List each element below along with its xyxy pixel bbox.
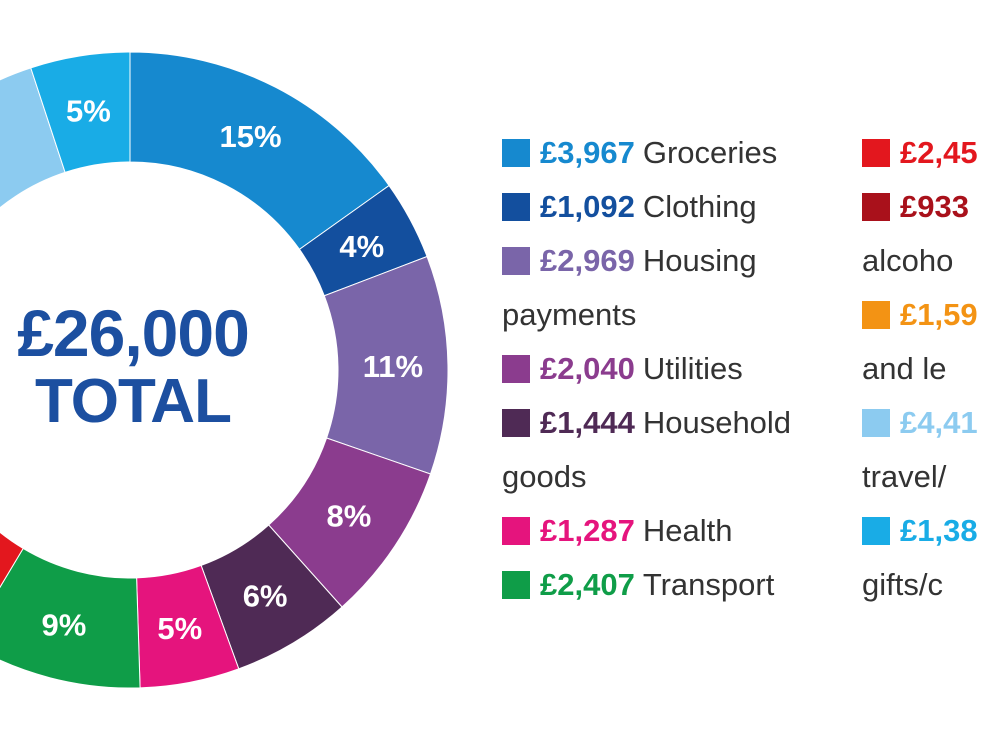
legend-amount: £2,969 [540,243,635,278]
legend-label: Health [642,513,733,548]
legend-swatch [502,193,530,221]
legend-swatch [862,193,890,221]
legend-label: Groceries [642,135,778,170]
legend-label: Clothing [642,189,757,224]
legend-amount: £3,967 [540,135,635,170]
chart-center-total: £26,000 TOTAL [0,300,278,438]
legend-label-continued: payments [502,297,637,332]
legend-label: Housing [642,243,757,278]
legend-swatch [502,247,530,275]
donut-slice-6 [0,547,141,689]
legend-amount: £933 [900,189,969,224]
donut-slice-label-4: 6% [243,579,288,614]
donut-slice-11 [30,51,131,174]
legend-column-2: £2,45 £933 alcoho £1,59 and le £4,41 travel/ £1… [862,126,986,612]
legend-amount: £2,407 [540,567,635,602]
legend-label-continued: gifts/c [862,567,943,602]
donut-slice-label-3: 8% [327,499,372,534]
legend-amount: £4,41 [900,405,978,440]
legend-amount: £1,092 [540,189,635,224]
chart-total-label: TOTAL [35,367,232,436]
legend-amount: £1,38 [900,513,978,548]
legend-item: £933 alcoho [862,180,986,288]
legend-item: £2,040 Utilities [502,342,791,396]
legend-column-1: £3,967 Groceries £1,092 Clothing £2,969 Housi… [502,126,791,612]
legend-label-continued: alcoho [862,243,954,278]
chart-total-amount: £26,000 [17,296,250,370]
legend-item: £1,59 and le [862,288,986,396]
legend-item: £2,407 Transport [502,558,791,612]
donut-slice-label-5: 5% [157,611,202,646]
legend-item: £1,444 Household goods [502,396,791,504]
legend-amount: £1,287 [540,513,635,548]
donut-slice-label-6: 9% [42,608,87,643]
legend-amount: £1,444 [540,405,635,440]
donut-slice-7 [0,531,24,589]
legend-item: £1,38 gifts/c [862,504,986,612]
legend-swatch [502,517,530,545]
legend-swatch [862,139,890,167]
legend-item: £2,45 [862,126,986,180]
legend-item: £3,967 Groceries [502,126,791,180]
legend-label: Utilities [642,351,743,386]
legend-swatch [862,517,890,545]
donut-slice-label-2: 11% [363,349,423,384]
legend-swatch [502,139,530,167]
legend-item: £4,41 travel/ [862,396,986,504]
donut-slice-10 [0,67,66,209]
legend-label: Transport [642,567,775,602]
legend-item: £1,287 Health [502,504,791,558]
legend-label: Household [642,405,792,440]
legend-amount: £2,45 [900,135,978,170]
legend-swatch [502,355,530,383]
legend-amount: £2,040 [540,351,635,386]
legend-swatch [502,409,530,437]
legend-item: £1,092 Clothing [502,180,791,234]
donut-slice-label-11: 5% [66,93,111,128]
legend-label-continued: and le [862,351,947,386]
legend-swatch [502,571,530,599]
legend-label-continued: travel/ [862,459,947,494]
donut-slice-label-1: 4% [339,229,384,264]
legend-item: £2,969 Housing payments [502,234,791,342]
legend-swatch [862,409,890,437]
legend-amount: £1,59 [900,297,978,332]
donut-slice-label-0: 15% [219,119,281,154]
legend-swatch [862,301,890,329]
legend-label-continued: goods [502,459,587,494]
